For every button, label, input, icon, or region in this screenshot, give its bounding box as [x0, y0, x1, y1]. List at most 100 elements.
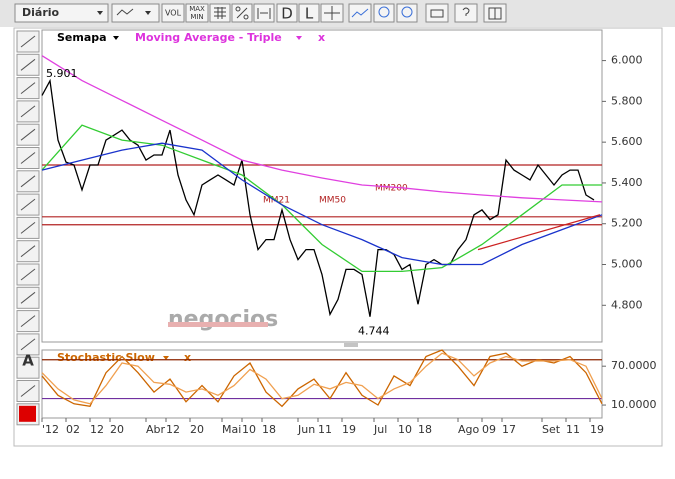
tool-icon [20, 198, 36, 211]
percent-icon [235, 6, 241, 12]
stochastic-title: Stochastic Slow [57, 351, 155, 364]
zoom-in-button[interactable] [396, 3, 418, 23]
tool-icon [20, 82, 36, 94]
series-line [41, 349, 603, 408]
ma-label: MM200 [375, 184, 408, 194]
stochastic-panel [41, 349, 603, 419]
ma-label: MM50 [319, 196, 346, 206]
text-tool-label: A [22, 352, 34, 370]
period-select[interactable] [14, 3, 109, 23]
x-tick-label: 17 [502, 423, 516, 436]
tool-icon [20, 152, 36, 164]
line-icon [116, 8, 134, 16]
x-tick-label: 11 [566, 423, 580, 436]
max-label: MAX [189, 5, 205, 13]
annotation: 5.901 [46, 67, 78, 80]
tool-icon [20, 315, 36, 327]
scale-icon [257, 8, 271, 19]
l-label: L [305, 5, 314, 23]
x-tick-label: Set [542, 423, 561, 436]
x-tick-label: 18 [262, 423, 276, 436]
zoom-icon [401, 6, 413, 18]
series-line [41, 352, 603, 405]
grid-icon [214, 7, 226, 19]
x-tick-label: 11 [318, 423, 332, 436]
period-label: Diário [22, 6, 60, 19]
y-tick-label: 5.600 [611, 135, 643, 148]
d-button[interactable] [276, 3, 298, 23]
tool-icon [20, 268, 36, 281]
tool-icon [20, 105, 36, 118]
left-toolbar [16, 30, 40, 426]
series-line [41, 55, 603, 203]
series-line [41, 142, 603, 266]
watermark: negocios [168, 307, 278, 332]
chart-type-select[interactable] [111, 3, 160, 23]
x-tick-label: 12 [90, 423, 104, 436]
y-tick-label: 70.0000 [611, 359, 657, 372]
vol-button[interactable] [161, 3, 185, 23]
y-tick-label: 5.200 [611, 217, 643, 230]
percent-icon [236, 7, 248, 19]
tool-icon [20, 222, 36, 234]
color-swatch [19, 405, 36, 422]
y-tick-label: 10.0000 [611, 398, 657, 411]
dropdown-arrow [296, 36, 302, 40]
tool-icon [20, 35, 36, 48]
panel-splitter[interactable] [344, 343, 358, 347]
y-tick-label: 4.800 [611, 298, 643, 311]
dropdown-arrow [145, 11, 151, 15]
trendline [477, 214, 601, 251]
x-tick-label: 20 [110, 423, 124, 436]
annotation: 4.744 [358, 325, 390, 338]
tool-icon [20, 338, 36, 351]
x-tick-label: Jul [373, 423, 387, 436]
dropdown-arrow [163, 356, 169, 360]
help-icon [462, 7, 470, 16]
zoom-out-button[interactable] [373, 3, 395, 23]
tool-icon [20, 175, 36, 188]
x-tick-label: 19 [590, 423, 604, 436]
x-tick-label: Abr [146, 423, 166, 436]
x-tick-label: 09 [482, 423, 496, 436]
frame [13, 27, 663, 447]
y-tick-label: 5.400 [611, 176, 643, 189]
grid-button[interactable] [209, 3, 231, 23]
print-icon [430, 9, 444, 18]
print-button[interactable] [425, 3, 449, 23]
close-indicator[interactable]: x [184, 351, 191, 364]
help-button[interactable] [454, 3, 478, 23]
x-tick-label: 12 [166, 423, 180, 436]
l-button[interactable] [298, 3, 320, 23]
tool-button[interactable] [16, 356, 40, 379]
percent-icon [243, 14, 249, 20]
dropdown-arrow [113, 36, 119, 40]
x-tick-label: 10 [242, 423, 256, 436]
tool-icon [20, 291, 36, 304]
price-panel [41, 29, 603, 343]
x-tick-label: 18 [418, 423, 432, 436]
tool-icon [20, 245, 36, 258]
close-indicator[interactable]: x [318, 31, 325, 44]
tool-icon [20, 385, 36, 397]
x-tick-label: '12 [42, 423, 59, 436]
add-indicator-button[interactable] [348, 3, 372, 23]
book-icon [488, 7, 502, 20]
series-line [41, 78, 595, 317]
y-tick-label: 5.000 [611, 258, 643, 271]
dropdown-arrow [97, 11, 103, 15]
y-tick-label: 6.000 [611, 54, 643, 67]
x-tick-label: Ago [458, 423, 480, 436]
x-tick-label: 20 [190, 423, 204, 436]
indicator-icon [351, 8, 369, 18]
series-line [41, 124, 602, 273]
x-tick-label: Jun [297, 423, 315, 436]
minmax-button[interactable] [185, 3, 209, 23]
zoom-icon [378, 6, 390, 18]
crosshair-icon [324, 6, 340, 20]
y-tick-label: 5.800 [611, 94, 643, 107]
watermark-bar [168, 322, 268, 327]
min-label: MIN [190, 13, 203, 21]
